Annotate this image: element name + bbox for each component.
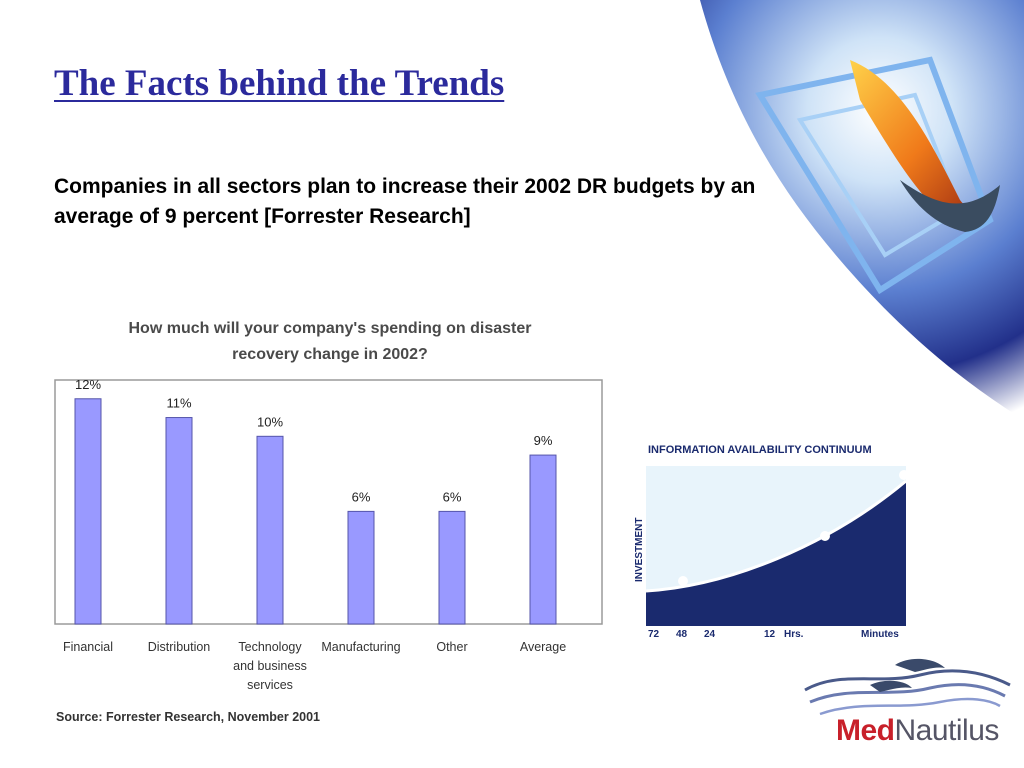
bar <box>256 435 284 625</box>
chart-title: How much will your company's spending on… <box>128 320 532 363</box>
bar-value-label: 11% <box>166 396 191 411</box>
mednautilus-logo-mark <box>804 658 1011 716</box>
bars-group: 12% 11% 10% 6% 6% 9% <box>74 377 557 625</box>
bar-value-label: 6% <box>352 489 371 504</box>
bar <box>529 454 557 625</box>
slide-subtitle: Companies in all sectors plan to increas… <box>54 175 756 228</box>
continuum-xtick: Hrs. <box>784 629 804 640</box>
continuum-point-3 <box>899 470 909 480</box>
continuum-ylabel: INVESTMENT <box>634 518 645 582</box>
bar <box>438 510 466 625</box>
bar <box>74 398 102 625</box>
continuum-point-2 <box>820 531 830 541</box>
continuum-title: INFORMATION AVAILABILITY CONTINUUM <box>648 444 872 456</box>
continuum-xtick: Minutes <box>861 629 899 640</box>
chart-plot-frame <box>54 379 603 625</box>
bar-value-label: 12% <box>75 377 101 392</box>
bar <box>165 417 193 625</box>
continuum-diagram: INFORMATION AVAILABILITY CONTINUUM INVES… <box>628 436 916 642</box>
logo-nautilus: Nautilus <box>894 714 1000 747</box>
bar-value-label: 10% <box>257 414 283 429</box>
continuum-point-1 <box>678 576 688 586</box>
category-label: Manufacturing <box>321 640 401 654</box>
category-labels: Financial Distribution Technology and busin… <box>0 638 620 698</box>
bar <box>347 510 375 625</box>
logo-med: Med <box>836 714 895 747</box>
chart-source: Source: Forrester Research, November 200… <box>56 710 321 724</box>
bar-value-label: 6% <box>443 489 462 504</box>
category-label: Financial <box>62 640 114 654</box>
continuum-xtick: 72 <box>648 629 660 640</box>
bar-value-label: 9% <box>534 433 553 448</box>
category-label: Distribution <box>147 640 211 654</box>
slide-title: The Facts behind the Trends <box>54 63 505 104</box>
category-label: Other <box>436 640 468 654</box>
continuum-xtick: 48 <box>676 629 688 640</box>
bar-chart: 12% 11% 10% 6% 6% 9% <box>54 377 603 625</box>
category-label: Technology and business services <box>233 640 307 692</box>
category-label: Average <box>519 640 567 654</box>
continuum-xtick: 24 <box>704 629 716 640</box>
mednautilus-logo-text: MedNautilus <box>836 714 999 748</box>
continuum-xtick: 12 <box>764 629 776 640</box>
